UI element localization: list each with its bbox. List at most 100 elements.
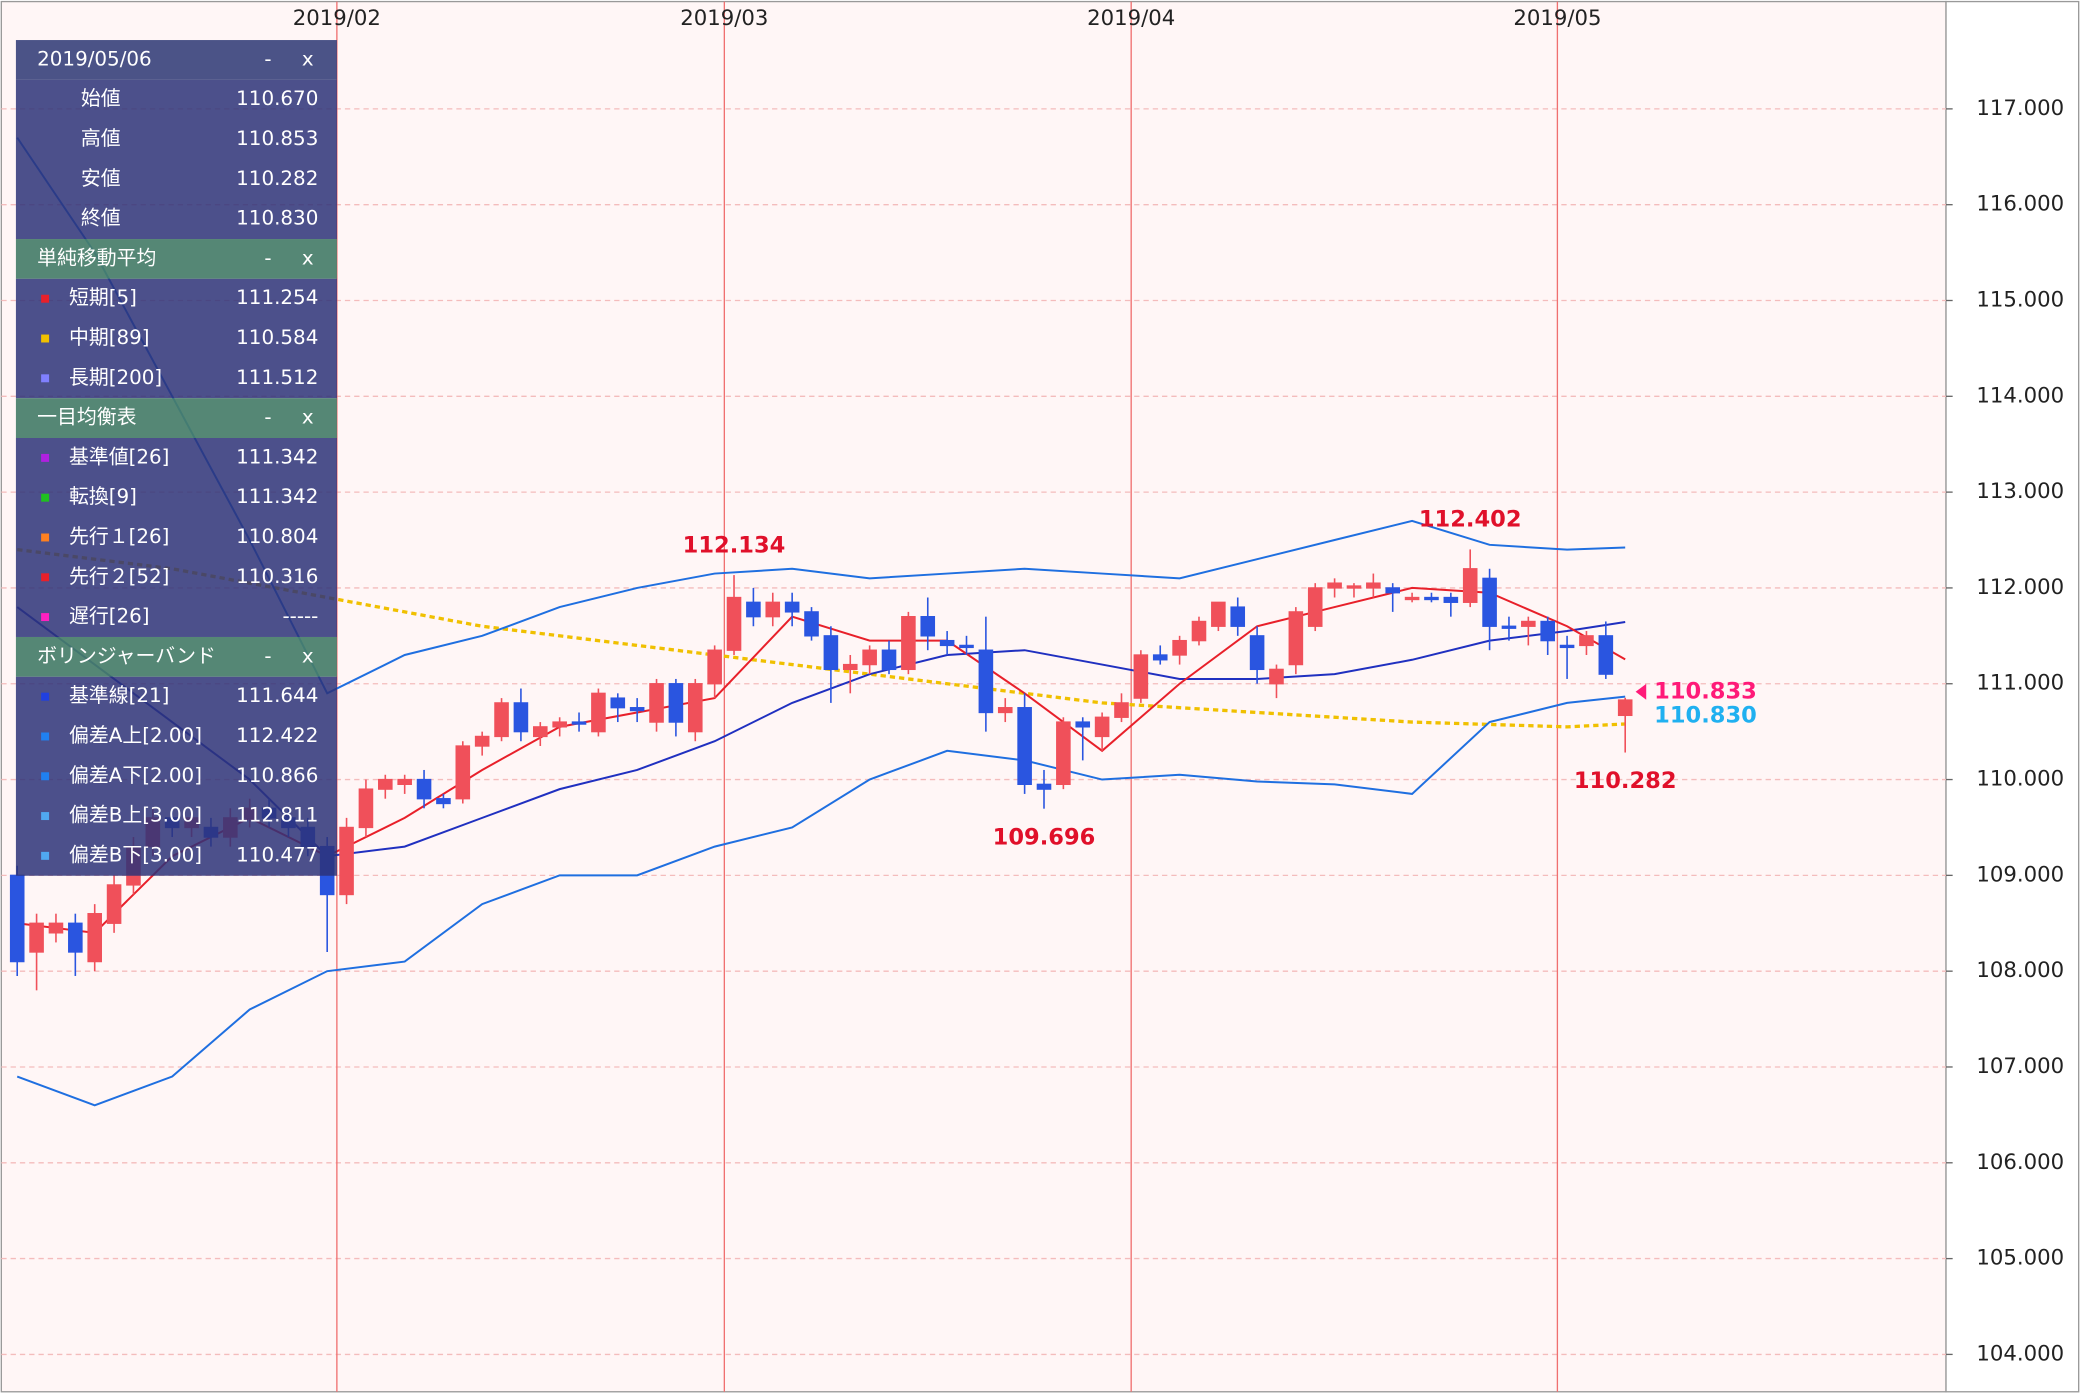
panel-body	[15, 438, 337, 637]
panel-title: ボリンジャーバンド	[37, 644, 216, 667]
candle-body	[1462, 568, 1478, 603]
panel-control[interactable]: -	[264, 246, 271, 269]
candle-body	[804, 611, 819, 637]
y-tick-label: 108.000	[1976, 958, 2064, 983]
candle-body	[1617, 699, 1633, 717]
panel-row-label: 偏差B下[3.00]	[69, 843, 202, 866]
candle-body	[1094, 716, 1110, 738]
price-annotation: 109.696	[993, 824, 1096, 850]
panel-row-label: 長期[200]	[69, 366, 162, 389]
candle-body	[1521, 620, 1536, 627]
candle-body	[687, 683, 703, 733]
candle-body	[1152, 654, 1168, 661]
candle-body	[48, 922, 64, 934]
legend-swatch	[41, 374, 50, 383]
candle-body	[823, 635, 839, 671]
price-annotation: 112.402	[1419, 507, 1522, 533]
candle-body	[1346, 585, 1362, 589]
panel-header	[15, 239, 337, 279]
candle-body	[552, 721, 567, 728]
candle-body	[1249, 635, 1265, 671]
panel-row-value: 110.584	[236, 326, 318, 349]
candle-body	[1211, 601, 1226, 627]
panel-control[interactable]: -	[264, 406, 271, 429]
candle-body	[1579, 635, 1594, 647]
y-tick-label: 117.000	[1976, 96, 2064, 121]
panel-row-value: 111.254	[236, 286, 318, 309]
candle-body	[746, 601, 761, 618]
y-tick-label: 115.000	[1976, 287, 2064, 312]
candle-body	[784, 601, 800, 613]
panel-row-value: 110.830	[236, 207, 318, 230]
panel-body	[15, 676, 337, 876]
legend-swatch	[41, 493, 50, 502]
panel-row-label: 偏差A上[2.00]	[69, 724, 202, 747]
panel-header	[15, 636, 337, 677]
panel-row-value: 111.512	[236, 366, 318, 389]
panel-control[interactable]: x	[302, 246, 314, 269]
panel-row-label: 先行１[26]	[69, 525, 169, 548]
candle-body	[339, 826, 354, 896]
candle-body	[1327, 582, 1342, 589]
y-tick-label: 109.000	[1976, 862, 2064, 887]
panel-control[interactable]: -	[264, 47, 271, 70]
price-pointer	[1635, 683, 1647, 700]
panel-row-value: 110.316	[236, 565, 318, 588]
panel-row-value: 110.670	[236, 87, 318, 110]
candle-body	[1056, 721, 1071, 786]
legend-swatch	[41, 812, 50, 821]
price-marker: 110.830	[1654, 702, 1757, 728]
candle-body	[939, 639, 955, 647]
candle-body	[436, 798, 451, 805]
candle-body	[1385, 587, 1401, 594]
x-tick-label: 2019/05	[1513, 6, 1601, 31]
candle-body	[1482, 577, 1497, 627]
legend-swatch	[41, 453, 50, 462]
candle-body	[901, 616, 916, 671]
candle-body	[1307, 587, 1323, 627]
candle-body	[378, 778, 393, 790]
panel-row-value: 110.853	[236, 127, 318, 150]
panel-row-value: 110.282	[236, 167, 318, 190]
candle-body	[1540, 620, 1556, 642]
legend-swatch	[41, 334, 50, 343]
panel-row-value: 110.804	[236, 525, 318, 548]
panel-row-value: 111.342	[236, 485, 318, 508]
candle-body	[978, 649, 994, 714]
legend-swatch	[41, 613, 50, 622]
candle-body	[106, 884, 122, 924]
candle-body	[1114, 702, 1129, 718]
panel-row-label: 転換[9]	[69, 485, 137, 508]
panel-row-label: 安値	[81, 167, 121, 190]
panel-row-value: 110.477	[236, 843, 318, 866]
panel-row-label: 短期[5]	[69, 286, 137, 309]
y-tick-label: 113.000	[1976, 479, 2064, 504]
candle-body	[1424, 596, 1439, 601]
candle-body	[668, 683, 684, 723]
panel-row-label: 基準値[26]	[69, 445, 169, 468]
candle-body	[455, 745, 471, 800]
panel-row-value: 112.422	[236, 724, 318, 747]
panel-row-label: 先行２[52]	[69, 565, 169, 588]
candle-body	[1559, 644, 1575, 649]
panel-control[interactable]: x	[302, 644, 314, 667]
panel-row-value: -----	[283, 605, 319, 628]
annotations: 112.134 112.402 109.696 110.282 110.833110.8…	[683, 507, 1757, 851]
candle-body	[1017, 707, 1032, 786]
panel-control[interactable]: x	[302, 406, 314, 429]
panel-row-label: 遅行[26]	[69, 605, 150, 628]
candle-body	[397, 778, 412, 786]
panel-control[interactable]: x	[302, 47, 314, 70]
legend-swatch	[41, 772, 50, 781]
candle-body	[513, 702, 529, 733]
panel-title: 一目均衡表	[37, 406, 137, 429]
y-tick-label: 106.000	[1976, 1150, 2064, 1175]
candle-body	[1598, 635, 1614, 675]
panel-control[interactable]: -	[264, 644, 271, 667]
candle-body	[1133, 654, 1149, 699]
legend-swatch	[41, 732, 50, 741]
candle-body	[1366, 582, 1381, 589]
y-tick-label: 111.000	[1976, 671, 2064, 696]
panel-title: 単純移動平均	[37, 246, 156, 269]
x-tick-label: 2019/03	[680, 6, 768, 31]
